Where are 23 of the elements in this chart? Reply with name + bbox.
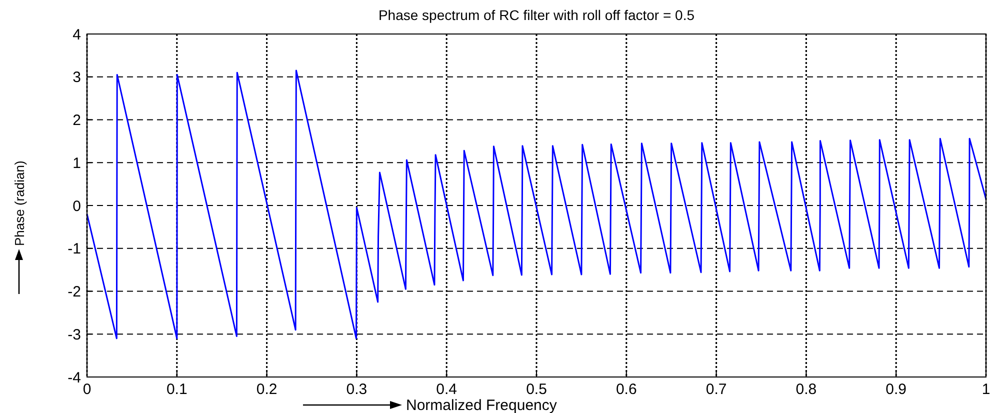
x-axis-title: Normalized Frequency — [406, 397, 558, 413]
x-tick-label: 0.9 — [886, 381, 907, 398]
x-tick-label: 1 — [982, 381, 990, 398]
y-tick-label: -2 — [68, 284, 81, 300]
y-tick-label: 1 — [72, 154, 81, 172]
y-tick-label: 2 — [72, 112, 81, 129]
y-tick-label: 0 — [72, 198, 81, 215]
x-tick-label: 0.2 — [256, 381, 278, 398]
x-tick-label: 0.3 — [346, 381, 368, 398]
x-tick-label: 0.4 — [436, 381, 458, 398]
y-tick-label: -3 — [68, 326, 81, 344]
y-tick-label: 3 — [72, 69, 81, 86]
x-tick-label: 0.6 — [616, 381, 637, 398]
line-series — [86, 70, 987, 340]
x-tick-label: 0.1 — [166, 381, 188, 398]
x-tick-label: 0.7 — [706, 381, 727, 398]
x-tick-label: 0.8 — [796, 381, 817, 398]
y-tick-label: 4 — [72, 26, 81, 44]
y-tick-label: -4 — [68, 369, 81, 386]
x-tick-label: 0.5 — [526, 381, 547, 398]
chart-title: Phase spectrum of RC filter with roll off factor = 0.5 — [378, 7, 695, 23]
y-axis-title: Phase (radian) — [12, 160, 27, 246]
y-tick-label: -1 — [68, 240, 81, 258]
